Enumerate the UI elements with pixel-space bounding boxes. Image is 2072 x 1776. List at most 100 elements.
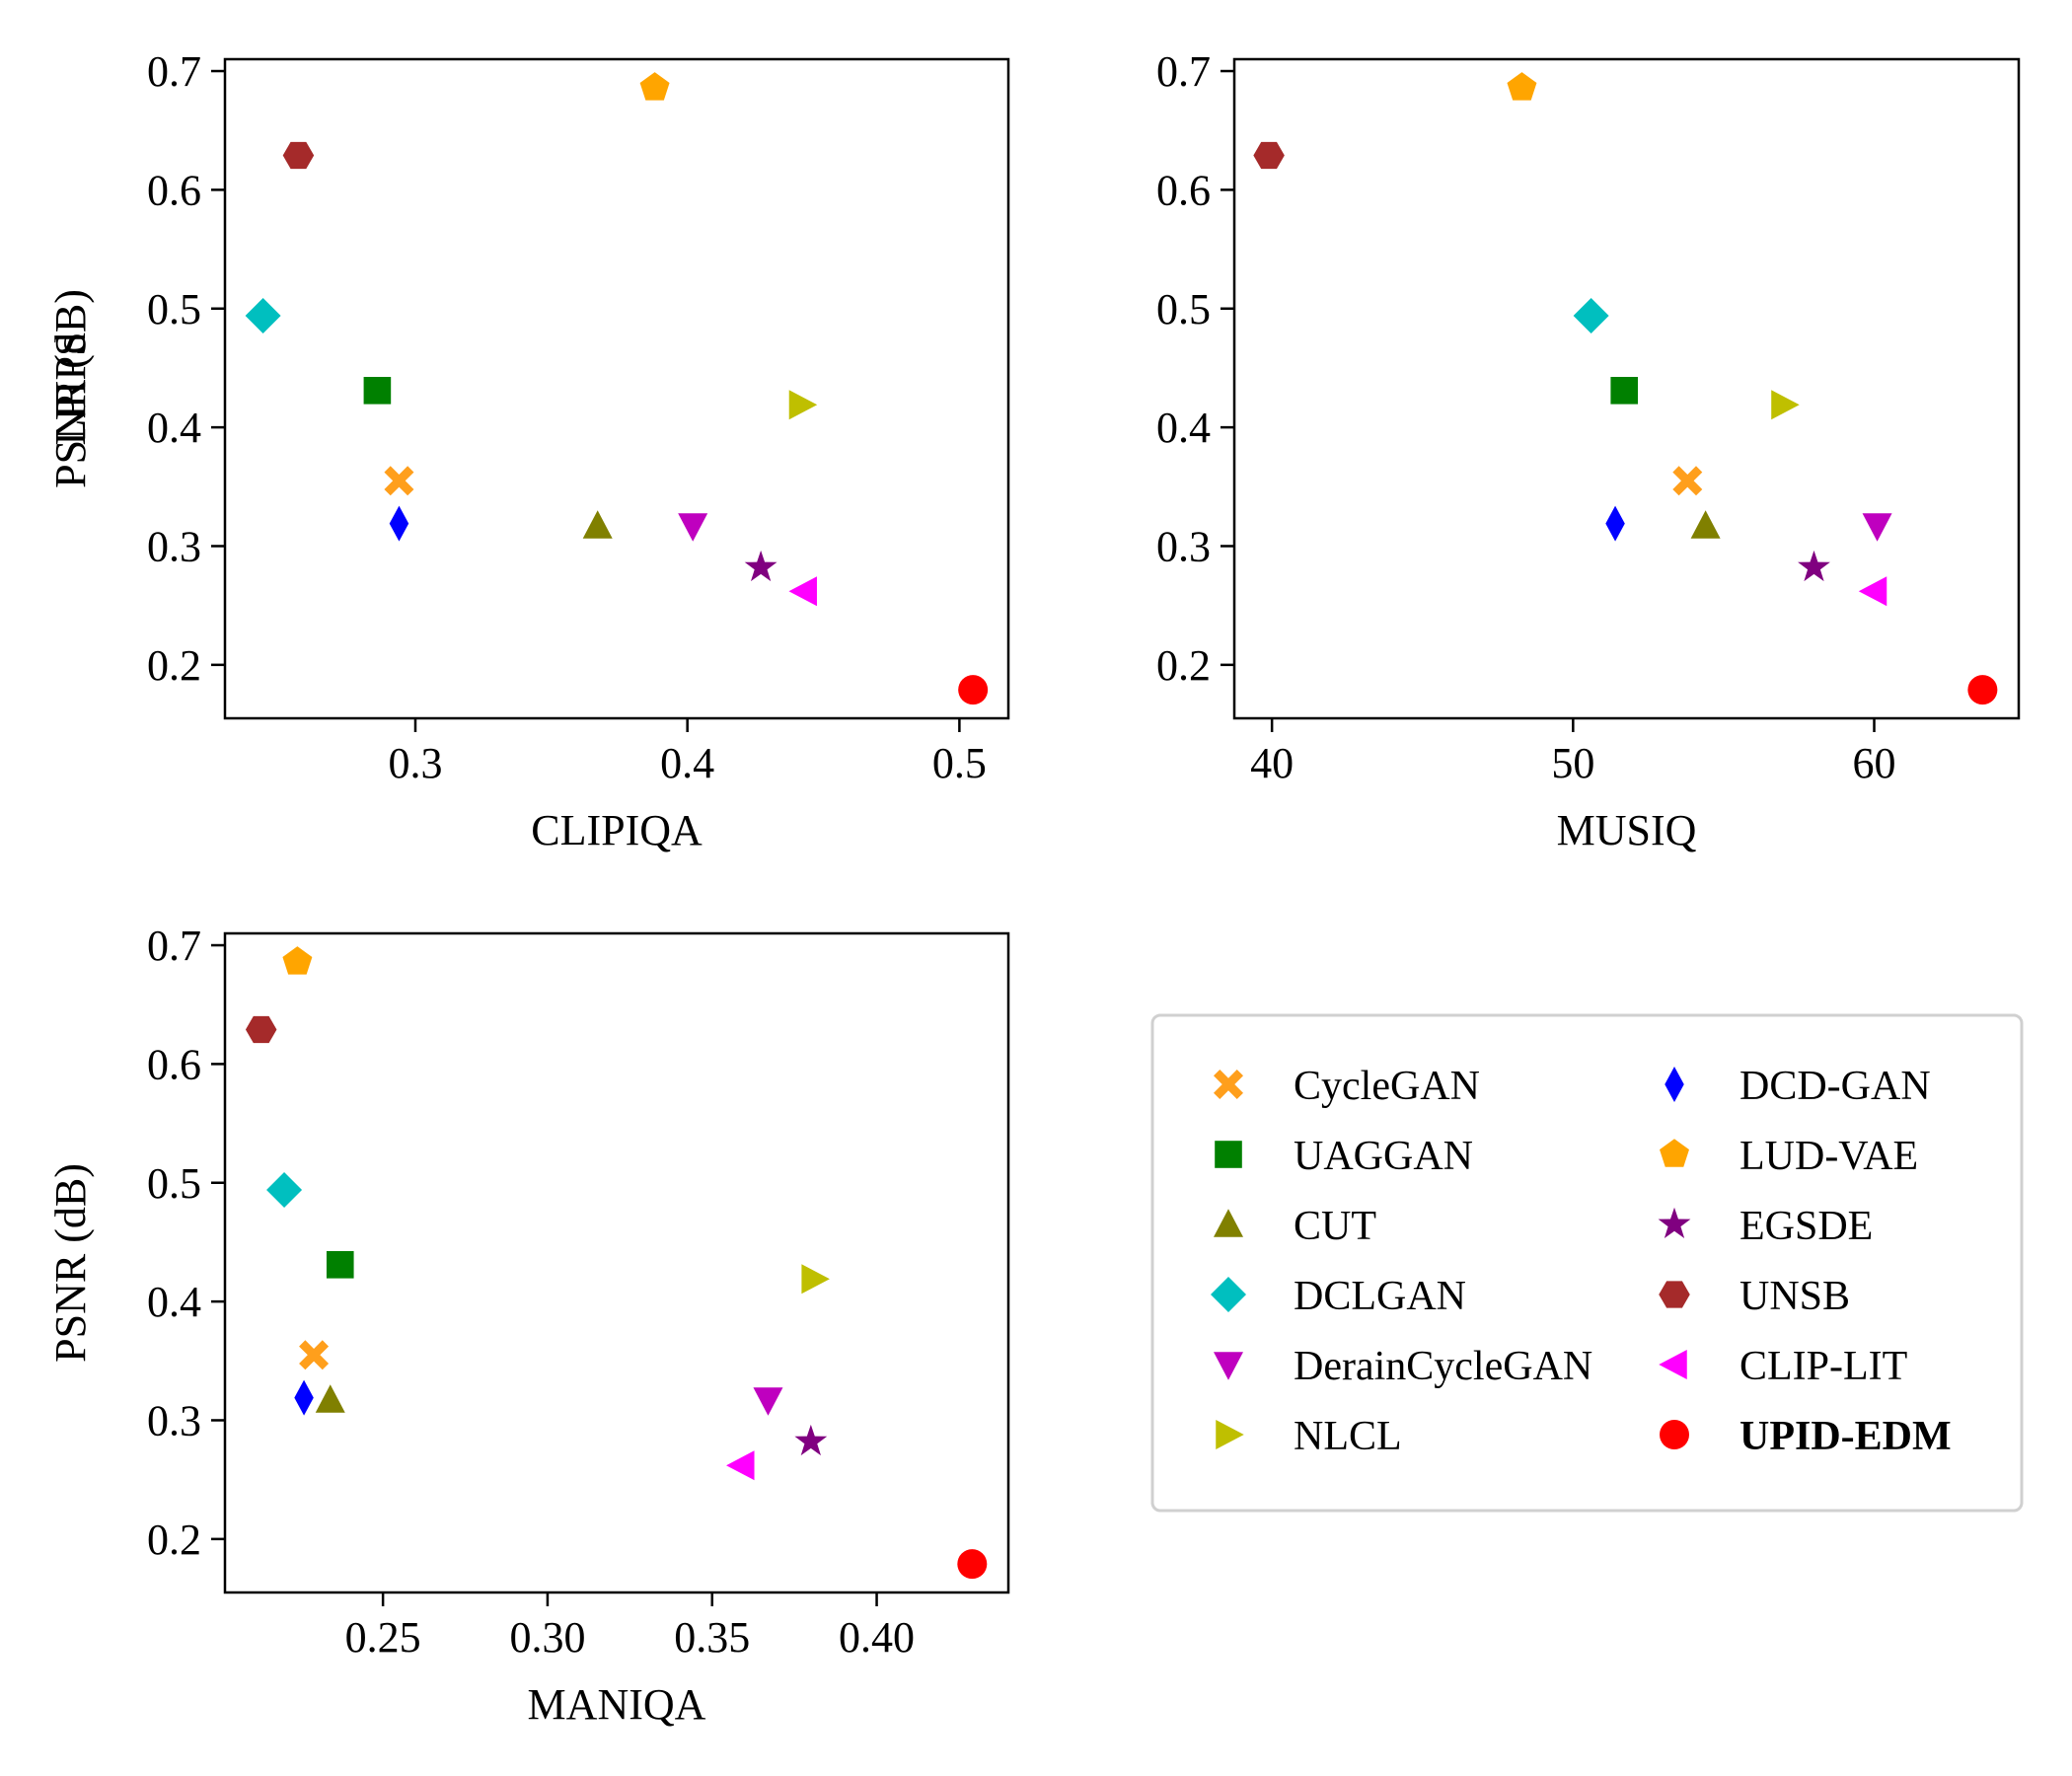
legend-marker — [1215, 1141, 1242, 1168]
y-tick-label: 0.6 — [147, 1040, 201, 1088]
y-axis-label: PSNR (dB) — [46, 289, 95, 488]
point-upid-edm — [957, 1549, 988, 1580]
legend-frame — [1150, 1013, 2024, 1513]
point-cyclegan — [299, 1340, 330, 1370]
y-tick-label: 0.2 — [1156, 641, 1211, 690]
plot-frame — [223, 931, 1010, 1594]
legend-label: CycleGAN — [1294, 1064, 1480, 1109]
point-egsde — [1798, 550, 1830, 582]
legend-item-cut: CUT — [1214, 1204, 1376, 1249]
chart-clipiqa: 0.3 0.4 0.5 0.2 0.3 0.4 0.5 0.6 0.7 CLIPIQA LPIPS — [46, 47, 1010, 854]
y-tick-label: 0.7 — [147, 47, 201, 96]
y-tick-label: 0.3 — [147, 1396, 201, 1444]
point-unsb — [1253, 141, 1285, 170]
legend-label: EGSDE — [1739, 1204, 1873, 1249]
x-tick-label: 0.30 — [509, 1613, 585, 1662]
legend-label: CUT — [1294, 1204, 1376, 1249]
point-upid-edm — [1967, 675, 1998, 705]
point-nlcl — [1771, 390, 1800, 420]
point-deraincyclegan — [678, 513, 708, 542]
legend-label: UNSB — [1739, 1274, 1850, 1319]
legend-marker — [1659, 1350, 1687, 1379]
point-dclgan — [245, 297, 281, 333]
y-tick-label: 0.7 — [1156, 47, 1211, 96]
point-cut — [1690, 510, 1721, 539]
legend-item-nlcl: NLCL — [1216, 1414, 1402, 1459]
legend-item-deraincyclegan: DerainCycleGAN — [1214, 1344, 1592, 1389]
y-axis-label: PSNR (dB) — [46, 1163, 95, 1363]
y-tick-label: 0.5 — [147, 285, 201, 333]
x-axis-label: CLIPIQA — [531, 806, 703, 854]
point-unsb — [282, 141, 315, 170]
legend-label: NLCL — [1294, 1414, 1402, 1459]
y-tick-label: 0.2 — [147, 1516, 201, 1564]
legend-item-dcd-gan: DCD-GAN — [1665, 1064, 1931, 1109]
legend: CycleGAN UAGGAN CUT DCLGAN DerainCycleGAN NLC… — [1150, 1013, 2024, 1513]
x-axis-label: MANIQA — [528, 1680, 706, 1729]
point-egsde — [744, 550, 777, 582]
x-tick-label: 0.40 — [839, 1613, 915, 1662]
point-clip-lit — [726, 1450, 755, 1481]
legend-label: LUD-VAE — [1739, 1134, 1918, 1179]
legend-item-cyclegan: CycleGAN — [1214, 1064, 1480, 1109]
legend-label: UAGGAN — [1294, 1134, 1473, 1179]
y-tick-label: 0.6 — [1156, 166, 1211, 214]
y-tick-label: 0.7 — [147, 922, 201, 970]
legend-label: CLIP-LIT — [1739, 1344, 1907, 1389]
legend-marker — [1216, 1420, 1244, 1449]
legend-marker — [1214, 1070, 1243, 1099]
point-cyclegan — [1672, 466, 1703, 496]
y-axis-label: LPIPS — [46, 333, 95, 446]
point-nlcl — [788, 390, 818, 420]
legend-marker — [1660, 1420, 1689, 1449]
x-tick-label: 0.4 — [660, 739, 714, 787]
y-tick-label: 0.4 — [1156, 404, 1211, 452]
legend-marker — [1214, 1209, 1243, 1237]
point-uaggan — [326, 1251, 354, 1279]
point-unsb — [245, 1015, 277, 1044]
x-tick-label: 0.3 — [388, 739, 442, 787]
x-tick-label: 40 — [1250, 739, 1294, 787]
chart-maniqa: 0.25 0.30 0.35 0.40 0.2 0.3 0.4 0.5 0.6 0.7 MANIQA… — [46, 922, 1010, 1729]
point-upid-edm — [958, 675, 989, 705]
legend-marker — [1660, 1139, 1689, 1167]
point-cyclegan — [384, 466, 414, 496]
point-cut — [582, 510, 613, 539]
chart-musiq: 40 50 60 0.2 0.3 0.4 0.5 0.6 0.7 MUSIQ PSNR (dB) — [46, 47, 2021, 854]
y-tick-label: 0.5 — [1156, 285, 1211, 333]
point-lud-vae — [1507, 72, 1537, 101]
y-tick-label: 0.3 — [1156, 522, 1211, 570]
x-tick-label: 50 — [1551, 739, 1594, 787]
y-tick-label: 0.5 — [147, 1159, 201, 1208]
legend-item-dclgan: DCLGAN — [1211, 1274, 1466, 1319]
legend-marker — [1665, 1067, 1684, 1102]
y-tick-label: 0.6 — [147, 166, 201, 214]
legend-item-uaggan: UAGGAN — [1215, 1134, 1473, 1179]
legend-item-clip-lit: CLIP-LIT — [1659, 1344, 1907, 1389]
legend-item-upid-edm: UPID-EDM — [1660, 1414, 1952, 1459]
legend-item-lud-vae: LUD-VAE — [1660, 1134, 1918, 1179]
y-tick-label: 0.2 — [147, 641, 201, 690]
legend-label: UPID-EDM — [1739, 1414, 1952, 1459]
point-dclgan — [1573, 297, 1609, 333]
point-dcd-gan — [294, 1379, 314, 1416]
point-lud-vae — [282, 946, 313, 975]
legend-label: DCLGAN — [1294, 1274, 1466, 1319]
legend-marker — [1658, 1207, 1691, 1238]
plot-frame — [1232, 57, 2021, 720]
x-axis-label: MUSIQ — [1557, 806, 1697, 854]
point-nlcl — [801, 1264, 830, 1295]
legend-marker — [1659, 1281, 1690, 1308]
point-cut — [315, 1384, 345, 1413]
point-clip-lit — [788, 576, 817, 607]
y-tick-label: 0.3 — [147, 522, 201, 570]
x-tick-label: 0.5 — [932, 739, 987, 787]
point-uaggan — [363, 377, 392, 405]
point-dclgan — [266, 1171, 303, 1208]
legend-label: DerainCycleGAN — [1294, 1344, 1592, 1389]
x-tick-label: 60 — [1853, 739, 1896, 787]
x-tick-label: 0.25 — [345, 1613, 421, 1662]
legend-item-unsb: UNSB — [1659, 1274, 1850, 1319]
x-tick-label: 0.35 — [674, 1613, 750, 1662]
